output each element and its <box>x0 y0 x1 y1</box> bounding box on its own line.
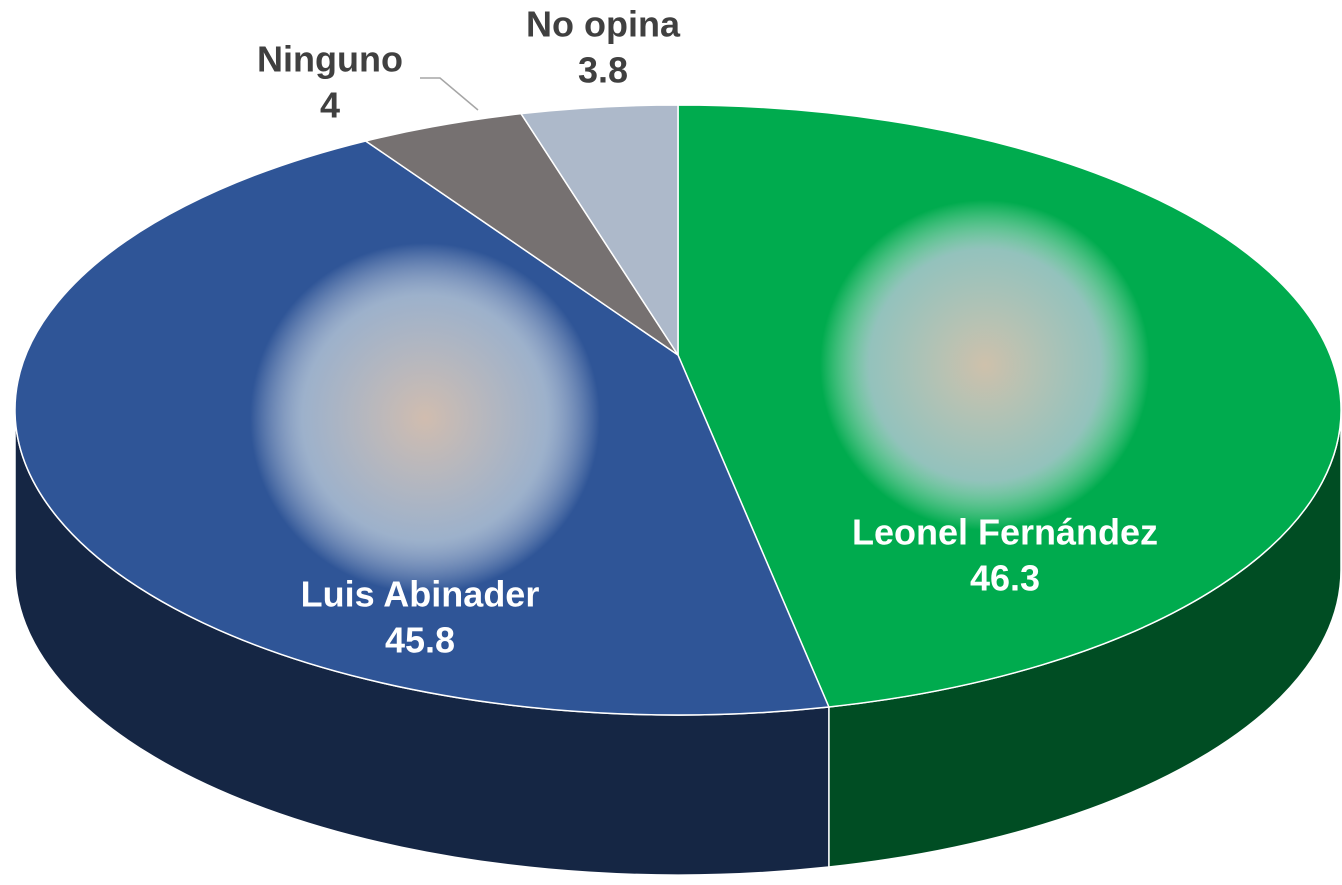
slice-name: Luis Abinader <box>301 574 540 615</box>
labels: Leonel Fernández 46.3 Luis Abinader 45.8 Nin… <box>257 4 1158 661</box>
slice-name: No opina <box>526 4 681 45</box>
photo <box>820 200 1150 530</box>
slice-value: 46.3 <box>970 558 1040 599</box>
leader-line <box>420 77 479 111</box>
slice-value: 4 <box>320 85 340 126</box>
slice-name: Ninguno <box>257 39 403 80</box>
photo <box>250 243 600 593</box>
slice-value: 3.8 <box>578 50 628 91</box>
slice-name: Leonel Fernández <box>852 512 1158 553</box>
slice-value: 45.8 <box>385 620 455 661</box>
pie-slice <box>519 104 679 358</box>
